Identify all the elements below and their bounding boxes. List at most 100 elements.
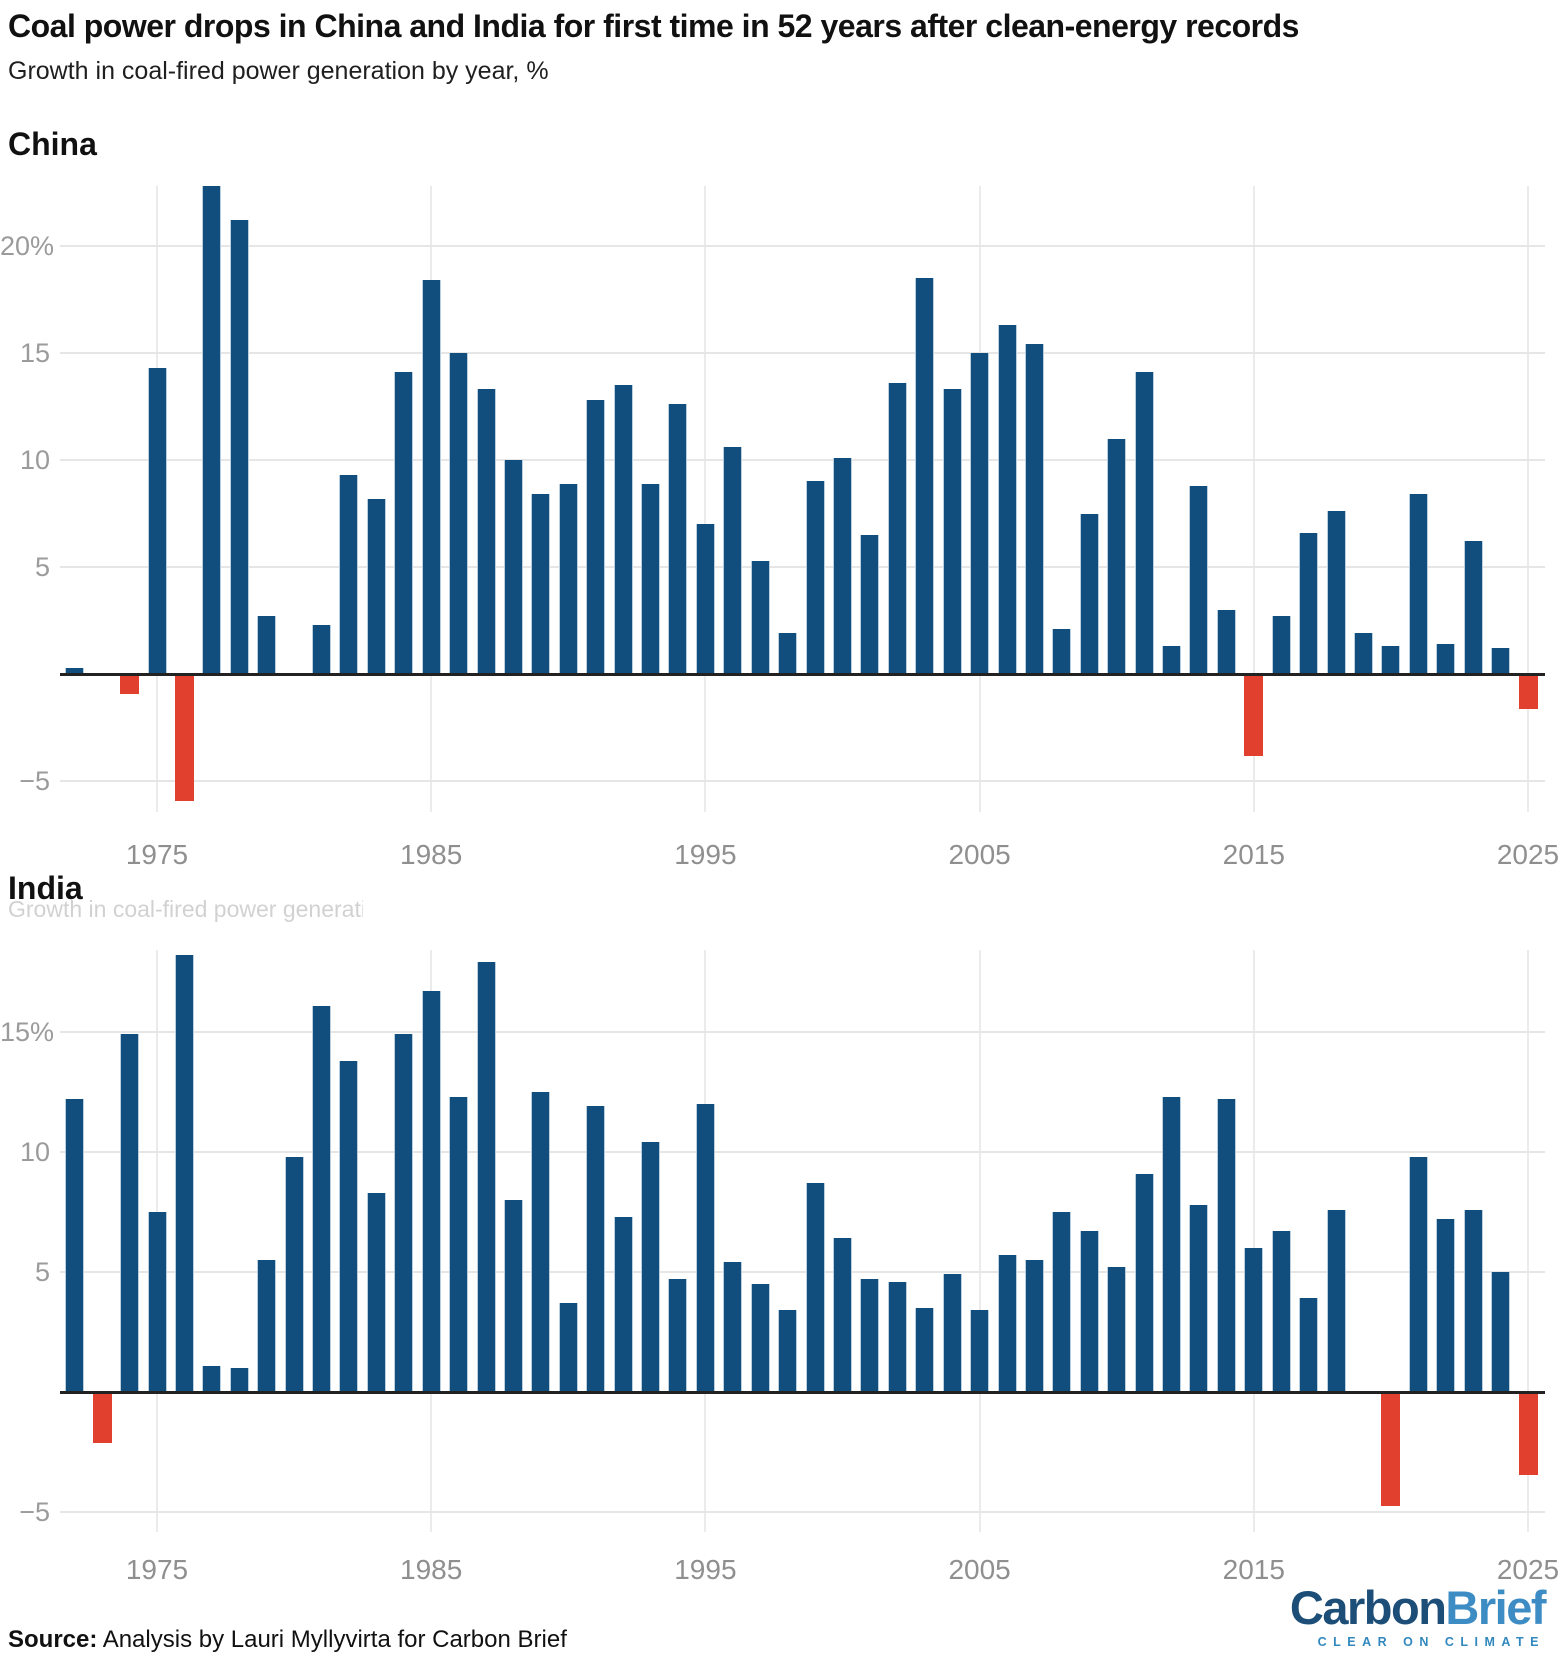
bar-china-1986 <box>449 353 468 674</box>
carbonbrief-logo: CarbonBrief CLEAR ON CLIMATE <box>1290 1581 1547 1650</box>
bar-china-1987 <box>477 389 496 674</box>
bar-china-1976 <box>175 675 194 801</box>
bar-india-2010 <box>1107 1267 1126 1392</box>
bar-china-2016 <box>1272 616 1291 674</box>
bar-china-1988 <box>504 460 523 674</box>
y-axis-label-10: 10 <box>19 1137 50 1167</box>
bar-india-1977 <box>202 1366 221 1392</box>
logo-tagline: CLEAR ON CLIMATE <box>1317 1635 1545 1649</box>
bar-india-2023 <box>1464 1210 1483 1392</box>
x-axis-label-1985: 1985 <box>400 1554 463 1585</box>
x-axis-label-1985: 1985 <box>400 839 463 870</box>
bar-china-2008 <box>1052 629 1071 674</box>
bar-india-2018 <box>1327 1210 1346 1392</box>
x-axis-label-2005: 2005 <box>948 839 1011 870</box>
bar-china-2019 <box>1354 633 1373 674</box>
x-axis-label-1975: 1975 <box>125 839 189 870</box>
bar-india-1984 <box>394 1034 413 1392</box>
bar-china-2000 <box>833 458 852 674</box>
source-label: Source: <box>8 1626 98 1653</box>
page-title: Coal power drops in China and India for … <box>8 8 1299 44</box>
bar-china-1982 <box>339 475 358 674</box>
bar-india-2000 <box>833 1238 852 1392</box>
bar-india-2012 <box>1162 1097 1181 1392</box>
bar-china-2024 <box>1491 648 1510 674</box>
logo-brief: Brief <box>1445 1581 1546 1634</box>
bar-india-1997 <box>751 1284 770 1392</box>
bar-india-2022 <box>1436 1219 1455 1392</box>
bar-china-2005 <box>970 353 989 674</box>
bar-india-1979 <box>257 1260 276 1392</box>
bar-india-1993 <box>641 1142 660 1392</box>
bar-china-1994 <box>668 404 687 674</box>
gridline-vertical-1995 <box>704 186 707 812</box>
bar-india-2004 <box>943 1274 962 1392</box>
bar-china-2009 <box>1080 514 1099 675</box>
india-ghost-subtitle: Growth in coal-fired power generation by… <box>8 896 363 922</box>
bar-china-2007 <box>1025 344 1044 674</box>
gridline-vertical-2005 <box>978 950 981 1532</box>
bar-china-1978 <box>230 220 249 674</box>
bar-china-2012 <box>1162 646 1181 674</box>
x-axis-label-2015: 2015 <box>1222 839 1285 870</box>
bar-china-1995 <box>696 524 715 674</box>
gridline-5pct <box>60 1271 1545 1273</box>
page-subtitle: Growth in coal-fired power generation by… <box>8 57 549 85</box>
bar-china-1984 <box>394 372 413 674</box>
bar-india-1978 <box>230 1368 249 1392</box>
bar-india-1988 <box>504 1200 523 1392</box>
x-axis-line <box>60 1391 1545 1394</box>
x-axis-label-1995: 1995 <box>674 839 737 870</box>
gridline-15pct <box>60 352 1545 354</box>
bar-india-2017 <box>1299 1298 1318 1392</box>
bar-india-2005 <box>970 1310 989 1392</box>
gridline-vertical-2015 <box>1252 950 1255 1532</box>
bar-china-1983 <box>367 499 386 674</box>
bar-china-2011 <box>1135 372 1154 674</box>
gridline-5pct <box>60 566 1545 568</box>
bar-india-1976 <box>175 955 194 1392</box>
bar-china-1985 <box>422 280 441 674</box>
bar-china-1991 <box>586 400 605 674</box>
bar-china-1981 <box>312 625 331 674</box>
bar-china-1989 <box>531 494 550 674</box>
bar-india-1980 <box>285 1157 304 1392</box>
gridline-20pct <box>60 245 1545 247</box>
bar-india-1986 <box>449 1097 468 1392</box>
bar-india-2021 <box>1409 1157 1428 1392</box>
gridline--5pct <box>60 780 1545 782</box>
y-axis-label-15: 15 <box>19 338 50 368</box>
y-axis-label--5: −5 <box>19 1497 50 1527</box>
x-axis-label-2005: 2005 <box>948 1554 1011 1585</box>
bar-india-2014 <box>1217 1099 1236 1392</box>
bar-india-2001 <box>860 1279 879 1392</box>
bar-china-2020 <box>1381 646 1400 674</box>
x-axis-label-2025: 2025 <box>1496 839 1560 870</box>
x-axis-label-2015: 2015 <box>1222 1554 1285 1585</box>
bar-india-1992 <box>614 1217 633 1392</box>
bar-china-2021 <box>1409 494 1428 674</box>
bar-china-1997 <box>751 561 770 674</box>
x-axis-line <box>60 673 1545 676</box>
bar-china-1974 <box>120 675 139 694</box>
bar-china-1990 <box>559 484 578 674</box>
bar-india-1973 <box>93 1393 112 1443</box>
gridline-vertical-2025 <box>1527 950 1529 1532</box>
gridline-10pct <box>60 1151 1545 1153</box>
gridline-vertical-2015 <box>1252 186 1255 812</box>
bar-india-1974 <box>120 1034 139 1392</box>
source-credit: Source: Analysis by Lauri Myllyvirta for… <box>8 1626 567 1654</box>
bar-india-1999 <box>806 1183 825 1392</box>
bar-china-2017 <box>1299 533 1318 674</box>
bar-china-1999 <box>806 481 825 674</box>
bar-china-2023 <box>1464 541 1483 674</box>
bar-china-2001 <box>860 535 879 674</box>
bar-india-1989 <box>531 1092 550 1392</box>
gridline-15pct <box>60 1031 1545 1033</box>
bar-india-2015 <box>1244 1248 1263 1392</box>
bar-india-1972 <box>65 1099 84 1392</box>
y-axis-label-10: 10 <box>19 445 50 475</box>
bar-india-1975 <box>148 1212 167 1392</box>
